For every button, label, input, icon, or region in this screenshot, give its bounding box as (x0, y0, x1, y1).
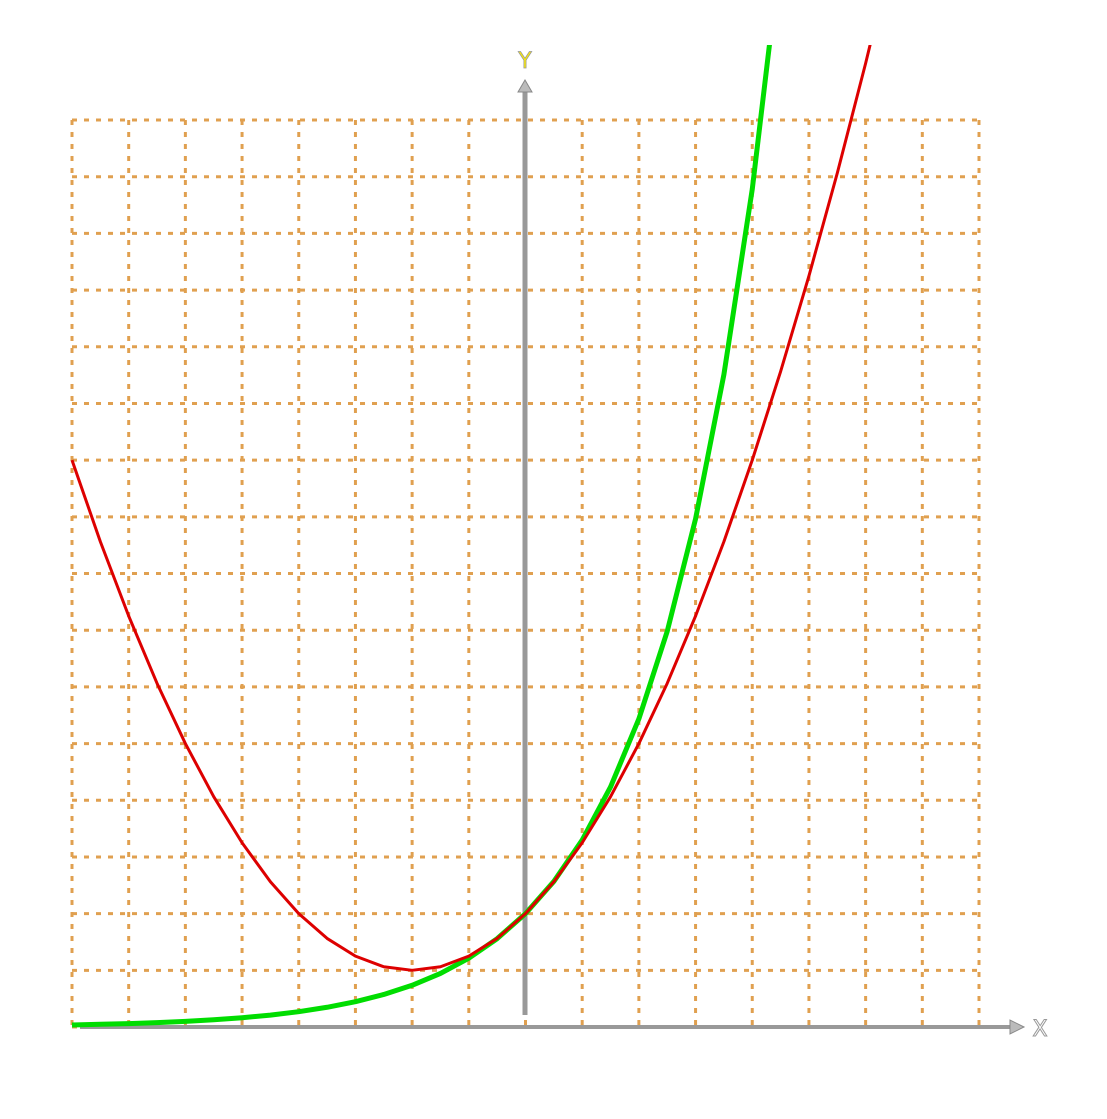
curve (70, 45, 872, 972)
x-axis-label: X (1032, 1017, 1047, 1042)
x-arrow (1009, 1019, 1026, 1035)
y-axis-label: Y (517, 49, 532, 74)
y-arrow (517, 79, 533, 93)
plot (70, 45, 872, 1028)
